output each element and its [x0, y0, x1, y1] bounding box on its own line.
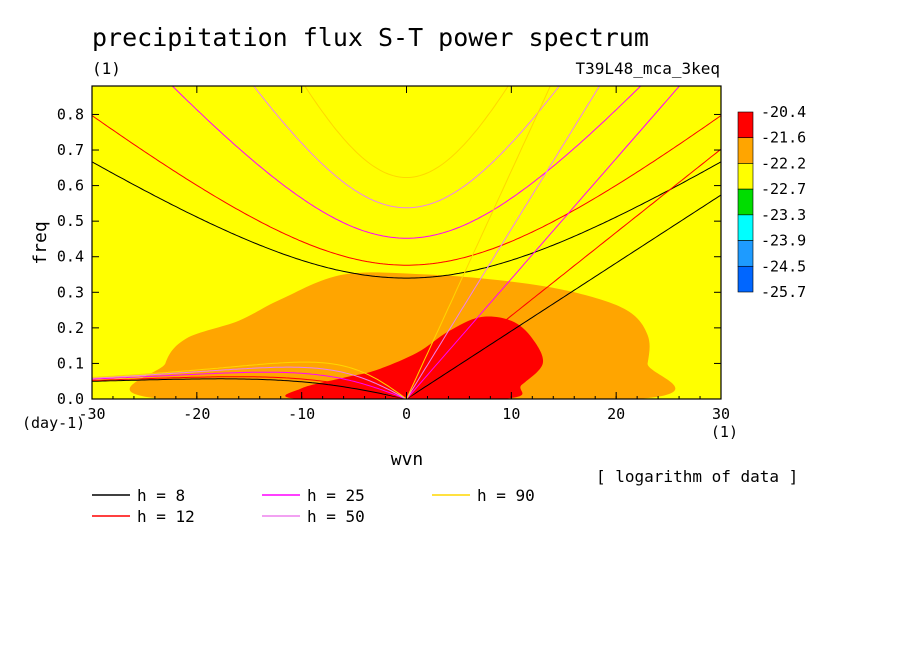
colorbar-swatch	[737, 214, 754, 241]
x-axis-label: wvn	[391, 449, 424, 470]
x-tick-label: 30	[712, 405, 730, 423]
colorbar-swatch	[737, 265, 754, 293]
dispersion-curve-h90-2	[92, 361, 407, 399]
dispersion-curve-h90-0	[406, 86, 551, 399]
dispersion-curve-h8-1	[92, 161, 721, 279]
colorbar-label: -23.9	[761, 232, 806, 250]
contour-band-4	[92, 86, 721, 328]
legend-label: h = 12	[137, 507, 195, 526]
colorbar-label: -25.7	[761, 283, 806, 301]
y-tick-label: 0.1	[57, 354, 84, 372]
colorbar-swatch	[737, 137, 754, 164]
y-tick-label: 0.4	[57, 248, 84, 266]
legend: h = 8 h = 12 h = 25 h = 50 h = 90	[92, 486, 535, 526]
x-tick-label: 20	[607, 405, 625, 423]
y-tick-label: 0.8	[57, 105, 84, 123]
y-tick-label: 0.0	[57, 390, 84, 408]
colorbar-swatch	[737, 111, 754, 139]
colorbar-swatch	[737, 188, 754, 216]
legend-label: h = 50	[307, 507, 365, 526]
x-tick-label: 0	[402, 405, 411, 423]
colorbar: -20.4 -21.6 -22.2 -22.7 -23.3 -23.9 -24.5 -25.7	[737, 103, 806, 301]
dispersion-curve-h50-1	[253, 86, 560, 209]
legend-label: h = 8	[137, 486, 185, 505]
y-tick-label: 0.5	[57, 212, 84, 230]
chart-title: precipitation flux S-T power spectrum	[92, 23, 649, 52]
experiment-label: T39L48_mca_3keq	[576, 59, 721, 78]
colorbar-label: -21.6	[761, 129, 806, 147]
dispersion-curve-h50-2	[92, 366, 407, 399]
y-tick-label: 0.7	[57, 141, 84, 159]
axes: -30 -20 -10 0 10 20 30 0.0 0.1 0.2 0.3 0.4 0.5 0.6 0.7…	[57, 86, 730, 423]
colorbar-label: -23.3	[761, 206, 806, 224]
dispersion-curve-h90-1	[304, 86, 509, 178]
dispersion-curve-h25-1	[171, 86, 642, 239]
y-tick-label: 0.3	[57, 283, 84, 301]
y-axis-label: freq	[30, 221, 51, 264]
dispersion-curve-h25-2	[92, 371, 407, 399]
dispersion-curve-h12-0	[406, 148, 721, 399]
dispersion-curve-h8-0	[406, 194, 721, 399]
x-tick-label: -10	[288, 405, 315, 423]
colorbar-label: -22.2	[761, 154, 806, 172]
colorbar-swatch	[737, 240, 754, 267]
x-tick-label: -30	[78, 405, 105, 423]
x-tick-label: -20	[183, 405, 210, 423]
legend-label: h = 25	[307, 486, 365, 505]
x-unit-label: (1)	[711, 423, 738, 441]
dispersion-curve-h50-0	[406, 86, 601, 399]
legend-label: h = 90	[477, 486, 535, 505]
title-unit: (1)	[92, 59, 121, 78]
contour-fills	[92, 86, 721, 399]
colorbar-swatch	[737, 163, 754, 190]
dispersion-curve-h25-0	[406, 86, 681, 399]
colorbar-label: -20.4	[761, 103, 806, 121]
x-tick-label: 10	[502, 405, 520, 423]
dispersion-curve-h12-1	[92, 115, 721, 266]
colorbar-label: -24.5	[761, 257, 806, 275]
y-unit-label: (day-1)	[22, 414, 85, 432]
dispersion-curves	[92, 86, 721, 399]
dispersion-curve-h8-2	[92, 378, 407, 399]
y-tick-label: 0.6	[57, 177, 84, 195]
colorbar-label: -22.7	[761, 180, 806, 198]
contour-red	[285, 316, 544, 399]
y-tick-label: 0.2	[57, 319, 84, 337]
data-note: [ logarithm of data ]	[596, 467, 798, 486]
dispersion-curve-h12-2	[92, 376, 407, 399]
